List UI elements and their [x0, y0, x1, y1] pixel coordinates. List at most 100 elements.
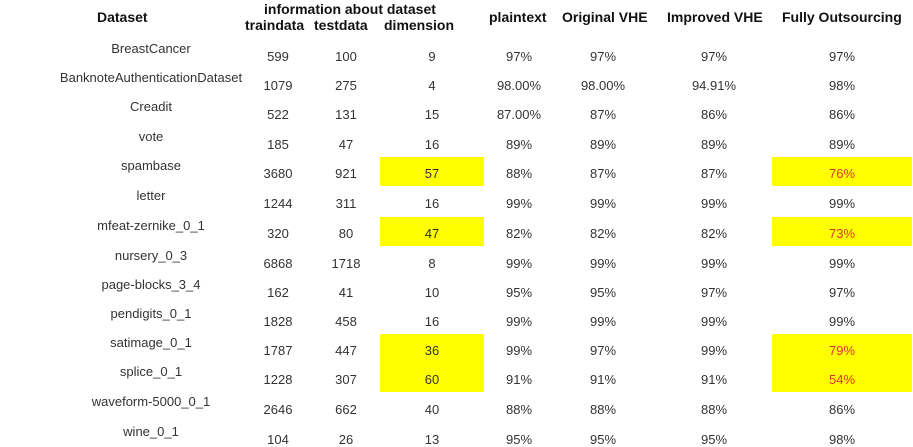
cell-plaintext: 97% — [505, 49, 533, 64]
cell-testdata: 100 — [335, 49, 357, 64]
cell-improved-vhe: 88% — [700, 402, 728, 417]
cell-dataset: wine_0_1 — [123, 424, 179, 439]
cell-testdata: 662 — [335, 402, 357, 417]
cell-dataset: splice_0_1 — [119, 364, 183, 379]
cell-improved-vhe: 99% — [700, 314, 728, 329]
cell-dimension: 47 — [424, 226, 440, 241]
cell-fully-outsourcing: 54% — [828, 372, 856, 387]
cell-plaintext: 82% — [505, 226, 533, 241]
cell-traindata: 599 — [267, 49, 289, 64]
cell-plaintext: 88% — [505, 402, 533, 417]
cell-traindata: 1787 — [263, 343, 293, 358]
cell-fully-outsourcing: 86% — [828, 402, 856, 417]
cell-improved-vhe: 95% — [700, 432, 728, 447]
highlight-cell-fully_outsourcing — [772, 157, 912, 186]
cell-dimension: 9 — [428, 49, 436, 64]
cell-testdata: 311 — [335, 196, 357, 211]
cell-dataset: page-blocks_3_4 — [101, 277, 201, 292]
cell-improved-vhe: 97% — [700, 49, 728, 64]
header-testdata: testdata — [314, 17, 368, 33]
cell-testdata: 47 — [338, 137, 354, 152]
highlight-cell-dimension — [380, 363, 484, 392]
cell-traindata: 1079 — [263, 78, 293, 93]
cell-fully-outsourcing: 99% — [828, 256, 856, 271]
cell-original-vhe: 95% — [589, 432, 617, 447]
cell-plaintext: 99% — [505, 196, 533, 211]
cell-improved-vhe: 97% — [700, 285, 728, 300]
cell-original-vhe: 87% — [589, 166, 617, 181]
cell-fully-outsourcing: 97% — [828, 49, 856, 64]
cell-original-vhe: 88% — [589, 402, 617, 417]
cell-traindata: 1228 — [263, 372, 293, 387]
highlight-cell-dimension — [380, 157, 484, 186]
cell-testdata: 131 — [335, 107, 357, 122]
cell-traindata: 320 — [267, 226, 289, 241]
cell-dimension: 40 — [424, 402, 440, 417]
cell-testdata: 307 — [335, 372, 357, 387]
cell-plaintext: 91% — [505, 372, 533, 387]
cell-original-vhe: 95% — [589, 285, 617, 300]
cell-plaintext: 98.00% — [496, 78, 542, 93]
cell-testdata: 1718 — [331, 256, 361, 271]
cell-dimension: 57 — [424, 166, 440, 181]
cell-fully-outsourcing: 98% — [828, 78, 856, 93]
cell-fully-outsourcing: 86% — [828, 107, 856, 122]
highlight-cell-fully_outsourcing — [772, 334, 912, 363]
highlight-cell-fully_outsourcing — [772, 363, 912, 392]
cell-improved-vhe: 99% — [700, 256, 728, 271]
cell-traindata: 3680 — [263, 166, 293, 181]
cell-plaintext: 88% — [505, 166, 533, 181]
cell-fully-outsourcing: 76% — [828, 166, 856, 181]
header-original-vhe: Original VHE — [562, 9, 648, 25]
cell-dataset: letter — [136, 188, 166, 203]
cell-dataset: vote — [138, 129, 164, 144]
cell-dataset: satimage_0_1 — [110, 335, 192, 350]
cell-original-vhe: 91% — [589, 372, 617, 387]
cell-dimension: 16 — [424, 137, 440, 152]
highlight-cell-dimension — [380, 334, 484, 363]
cell-improved-vhe: 91% — [700, 372, 728, 387]
cell-improved-vhe: 82% — [700, 226, 728, 241]
cell-original-vhe: 97% — [589, 49, 617, 64]
cell-traindata: 104 — [267, 432, 289, 447]
cell-plaintext: 87.00% — [496, 107, 542, 122]
cell-dimension: 4 — [428, 78, 436, 93]
header-improved-vhe: Improved VHE — [667, 9, 763, 25]
cell-dataset: pendigits_0_1 — [110, 306, 192, 321]
cell-fully-outsourcing: 99% — [828, 196, 856, 211]
cell-plaintext: 99% — [505, 314, 533, 329]
header-dimension: dimension — [384, 17, 455, 33]
cell-dimension: 16 — [424, 314, 440, 329]
cell-dataset: spambase — [121, 158, 181, 173]
cell-original-vhe: 99% — [589, 256, 617, 271]
cell-plaintext: 95% — [505, 285, 533, 300]
cell-dimension: 60 — [424, 372, 440, 387]
highlight-cell-dimension — [380, 217, 484, 246]
cell-dimension: 8 — [428, 256, 436, 271]
cell-improved-vhe: 94.91% — [691, 78, 737, 93]
header-info-about-dataset: information about dataset — [264, 1, 436, 17]
highlight-cell-fully_outsourcing — [772, 217, 912, 246]
cell-testdata: 921 — [335, 166, 357, 181]
cell-original-vhe: 97% — [589, 343, 617, 358]
cell-fully-outsourcing: 99% — [828, 314, 856, 329]
cell-traindata: 1828 — [263, 314, 293, 329]
cell-dimension: 16 — [424, 196, 440, 211]
cell-testdata: 26 — [338, 432, 354, 447]
cell-plaintext: 95% — [505, 432, 533, 447]
cell-testdata: 80 — [338, 226, 354, 241]
header-plaintext: plaintext — [489, 9, 547, 25]
cell-original-vhe: 99% — [589, 196, 617, 211]
cell-improved-vhe: 87% — [700, 166, 728, 181]
cell-dataset: nursery_0_3 — [114, 248, 188, 263]
cell-plaintext: 99% — [505, 256, 533, 271]
cell-dimension: 10 — [424, 285, 440, 300]
cell-fully-outsourcing: 98% — [828, 432, 856, 447]
header-fully-outsourcing: Fully Outsourcing — [782, 9, 902, 25]
cell-testdata: 447 — [335, 343, 357, 358]
cell-dataset: BreastCancer — [111, 41, 191, 56]
cell-fully-outsourcing: 79% — [828, 343, 856, 358]
cell-improved-vhe: 99% — [700, 343, 728, 358]
cell-fully-outsourcing: 97% — [828, 285, 856, 300]
cell-original-vhe: 89% — [589, 137, 617, 152]
